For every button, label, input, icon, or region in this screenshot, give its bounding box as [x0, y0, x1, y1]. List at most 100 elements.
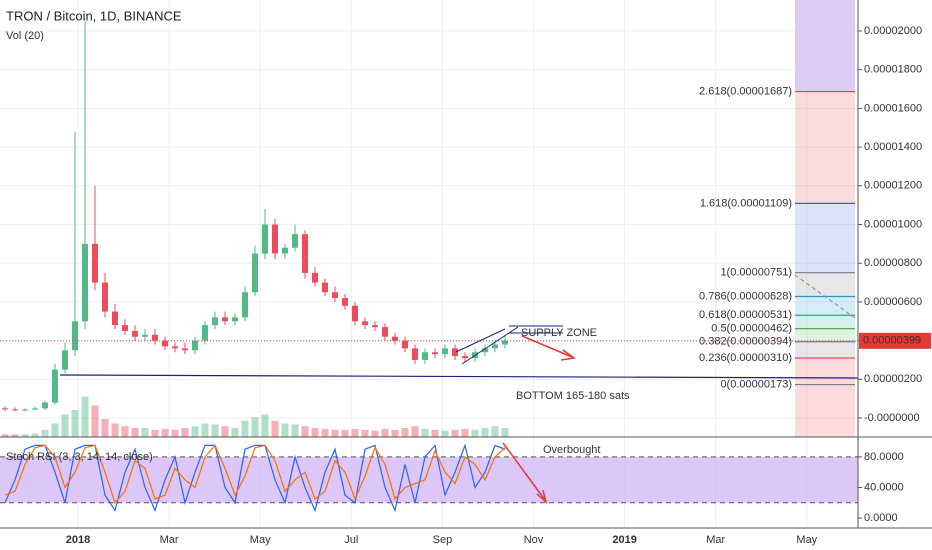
volume-bar: [341, 429, 349, 437]
volume-bar: [151, 429, 159, 437]
volume-bar: [331, 429, 339, 437]
volume-bar: [121, 426, 129, 437]
volume-bar: [361, 429, 369, 437]
volume-bar: [221, 426, 229, 437]
candle-body: [482, 348, 488, 353]
candle-body: [262, 224, 268, 254]
candle-body: [432, 352, 438, 355]
fib-zone: [795, 315, 855, 329]
y-tick-label: 0.00001400: [864, 141, 922, 153]
volume-bar: [141, 428, 149, 437]
candle-body: [442, 348, 448, 355]
fib-label: 1(0.00000751): [720, 267, 792, 279]
candle-body: [322, 282, 328, 293]
y-tick-label: 0.00000800: [864, 257, 922, 269]
candle-body: [422, 352, 428, 360]
volume-bar: [231, 428, 239, 437]
fib-zone: [795, 328, 855, 342]
fib-zone: [795, 203, 855, 273]
candle-body: [242, 292, 248, 318]
candle-body: [132, 330, 138, 337]
volume-bar: [261, 414, 269, 437]
y-tick-label: 0.00000200: [864, 373, 922, 385]
arrow-head: [536, 489, 548, 505]
candle-body: [412, 348, 418, 360]
candle-body: [72, 321, 78, 351]
y-tick-label: 40.0000: [864, 481, 904, 493]
candle-body: [92, 243, 98, 283]
volume-bar: [391, 429, 399, 437]
candle-body: [222, 317, 228, 322]
volume-bar: [291, 424, 299, 437]
x-tick-label: 2019: [612, 534, 636, 546]
volume-bar: [381, 428, 389, 437]
fib-zone: [795, 0, 855, 92]
volume-bar: [241, 420, 249, 437]
y-tick-label: 0.00001000: [864, 218, 922, 230]
candle-body: [272, 224, 278, 254]
volume-bar: [431, 429, 439, 437]
channel-line: [455, 328, 506, 353]
fib-zone: [795, 341, 855, 359]
candle-body: [162, 340, 168, 347]
candle-body: [152, 334, 158, 341]
candle-body: [182, 348, 188, 351]
candle-body: [302, 234, 308, 273]
candle-body: [52, 369, 58, 403]
channel-line: [461, 326, 519, 365]
background: [0, 0, 858, 528]
candle-body: [112, 311, 118, 326]
volume-bar: [421, 428, 429, 437]
volume-bar: [501, 428, 509, 437]
volume-bar: [481, 428, 489, 437]
candle-body: [502, 340, 508, 345]
annotation: SUPPLY ZONE: [521, 327, 597, 339]
volume-bar: [101, 419, 109, 437]
candle-body: [232, 317, 238, 322]
stoch-line: [4, 443, 506, 513]
fib-label: 0.236(0.00000310): [699, 352, 792, 364]
stoch-label: Stoch RSI (3, 3, 14, 14, close): [6, 451, 153, 463]
y-tick-label: 0.00000600: [864, 296, 922, 308]
volume-bar: [351, 428, 359, 437]
volume-bar: [491, 426, 499, 437]
fib-label: 0.5(0.00000462): [711, 323, 792, 335]
fib-trend: [794, 274, 856, 319]
fib-label: 0.382(0.00000394): [699, 336, 792, 348]
volume-bar: [1, 434, 9, 437]
candle-body: [342, 298, 348, 306]
candle-body: [492, 344, 498, 349]
fib-zone: [795, 384, 855, 437]
x-tick-label: May: [796, 534, 817, 546]
chart-title: TRON / Bitcoin, 1D, BINANCE: [6, 8, 182, 23]
y-tick-label: 80.0000: [864, 451, 904, 463]
fib-label: 0(0.00000173): [720, 378, 792, 390]
x-tick-label: Nov: [524, 534, 544, 546]
candle-body: [192, 340, 198, 351]
volume-bar: [311, 428, 319, 437]
x-tick-label: Mar: [706, 534, 725, 546]
fib-label: 1.618(0.00001109): [700, 197, 792, 209]
candle-body: [402, 340, 408, 349]
last-price-label: 0.00000399: [863, 335, 921, 347]
candle-body: [42, 402, 48, 409]
x-tick-label: Mar: [160, 534, 179, 546]
candle-body: [22, 409, 28, 411]
stoch-line: [4, 444, 506, 504]
volume-bar: [191, 426, 199, 437]
volume-bar: [471, 429, 479, 437]
arrow: [502, 442, 546, 501]
candle-body: [282, 247, 288, 254]
fib-zone: [795, 91, 855, 204]
volume-bar: [251, 417, 259, 437]
volume-bar: [201, 423, 209, 437]
volume-bar: [51, 423, 59, 437]
volume-bar: [171, 429, 179, 437]
y-tick-label: 0.00001800: [864, 64, 922, 76]
volume-bar: [41, 429, 49, 437]
x-tick-label: Sep: [433, 534, 453, 546]
y-tick-label: 0.0000: [864, 512, 898, 524]
y-tick-label: 0.00001200: [864, 180, 922, 192]
